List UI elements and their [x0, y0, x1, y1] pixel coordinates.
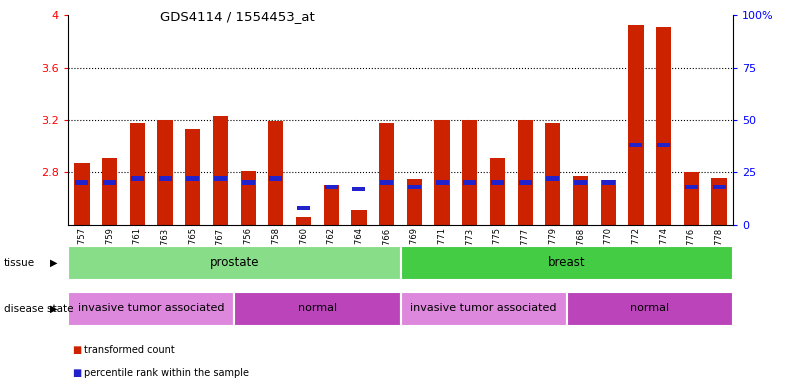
- Bar: [130, 122, 145, 225]
- Bar: [324, 185, 339, 225]
- Bar: [380, 180, 393, 185]
- Bar: [268, 121, 284, 225]
- Bar: [296, 217, 311, 225]
- Text: GDS4114 / 1554453_at: GDS4114 / 1554453_at: [160, 10, 315, 23]
- Bar: [213, 116, 228, 225]
- Bar: [574, 180, 587, 185]
- Bar: [75, 180, 88, 185]
- Bar: [567, 292, 733, 326]
- Bar: [131, 176, 144, 181]
- Bar: [159, 176, 171, 181]
- Bar: [628, 25, 643, 225]
- Bar: [400, 246, 733, 280]
- Bar: [573, 176, 588, 225]
- Text: ▶: ▶: [50, 304, 58, 314]
- Bar: [68, 246, 400, 280]
- Text: ■: ■: [72, 368, 82, 378]
- Text: tissue: tissue: [4, 258, 35, 268]
- Bar: [352, 210, 367, 225]
- Bar: [68, 292, 235, 326]
- Bar: [240, 171, 256, 225]
- Bar: [602, 180, 614, 185]
- Text: ■: ■: [72, 345, 82, 355]
- Bar: [103, 180, 116, 185]
- Bar: [546, 176, 559, 181]
- Bar: [324, 185, 338, 189]
- Bar: [379, 122, 394, 225]
- Bar: [74, 163, 90, 225]
- Bar: [685, 185, 698, 189]
- Bar: [630, 143, 642, 147]
- Bar: [434, 120, 449, 225]
- Text: invasive tumor associated: invasive tumor associated: [78, 303, 224, 313]
- Text: disease state: disease state: [4, 304, 74, 314]
- Text: normal: normal: [630, 303, 670, 313]
- Bar: [242, 180, 255, 185]
- Bar: [490, 158, 505, 225]
- Bar: [436, 180, 449, 185]
- Bar: [214, 176, 227, 181]
- Bar: [269, 176, 282, 181]
- Text: invasive tumor associated: invasive tumor associated: [410, 303, 557, 313]
- Bar: [400, 292, 567, 326]
- Bar: [462, 120, 477, 225]
- Text: prostate: prostate: [210, 256, 259, 269]
- Bar: [408, 185, 421, 189]
- Bar: [158, 120, 173, 225]
- Bar: [102, 158, 117, 225]
- Bar: [407, 179, 422, 225]
- Bar: [713, 185, 726, 189]
- Bar: [352, 187, 365, 191]
- Bar: [235, 292, 400, 326]
- Bar: [463, 180, 477, 185]
- Text: normal: normal: [298, 303, 337, 313]
- Bar: [684, 172, 699, 225]
- Text: transformed count: transformed count: [84, 345, 175, 355]
- Text: ▶: ▶: [50, 258, 58, 268]
- Text: breast: breast: [548, 256, 586, 269]
- Bar: [185, 129, 200, 225]
- Bar: [187, 176, 199, 181]
- Bar: [519, 180, 532, 185]
- Bar: [657, 143, 670, 147]
- Bar: [656, 27, 671, 225]
- Bar: [517, 120, 533, 225]
- Bar: [601, 180, 616, 225]
- Bar: [491, 180, 504, 185]
- Bar: [545, 122, 561, 225]
- Text: percentile rank within the sample: percentile rank within the sample: [84, 368, 249, 378]
- Bar: [711, 177, 727, 225]
- Bar: [297, 205, 310, 210]
